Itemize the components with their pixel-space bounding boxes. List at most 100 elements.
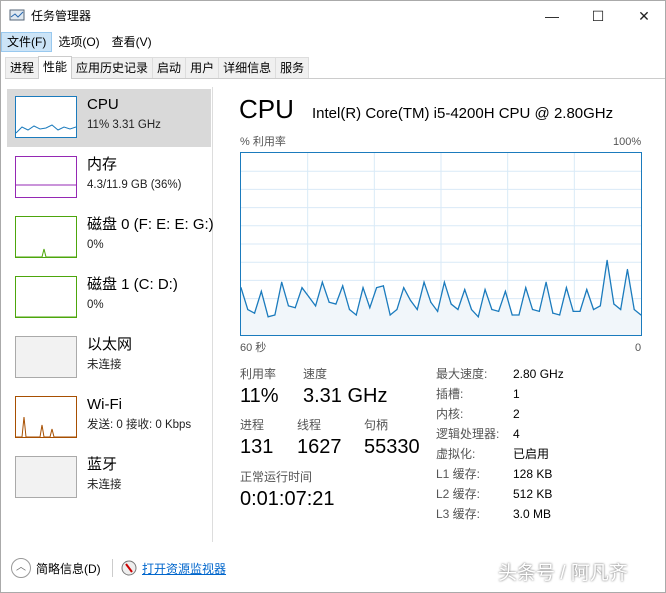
- data-point: [606, 259, 608, 261]
- menu-file[interactable]: 文件(F): [1, 32, 53, 52]
- fewer-details-button[interactable]: 简略信息(D): [36, 562, 101, 576]
- sidebar-item[interactable]: 磁盘 0 (F: E: E: G:) 0%: [7, 209, 214, 267]
- data-point: [369, 307, 371, 309]
- handles-value: 55330: [364, 436, 420, 458]
- thumbnail-graph: [15, 396, 77, 438]
- spec-value: 512 KB: [513, 487, 553, 501]
- sidebar-item[interactable]: 内存 4.3/11.9 GB (36%): [7, 149, 211, 207]
- spec-label: L2 缓存:: [436, 487, 481, 501]
- thumbnail-graph: [15, 336, 77, 378]
- chevron-up-icon[interactable]: ︿: [11, 558, 31, 578]
- sidebar-item-name: Wi-Fi: [87, 396, 122, 413]
- data-point: [308, 296, 310, 298]
- tab-details[interactable]: 详细信息: [218, 57, 277, 78]
- sidebar-item[interactable]: 蓝牙 未连接: [7, 449, 211, 507]
- spec-label: 最大速度:: [436, 367, 488, 381]
- maximize-button[interactable]: ☐: [591, 8, 605, 24]
- threads-value: 1627: [297, 436, 342, 458]
- task-manager-icon: [9, 9, 25, 21]
- spec-value: 1: [513, 387, 520, 401]
- data-point: [552, 312, 554, 314]
- watermark: 头条号 / 阿凡齐: [498, 563, 628, 584]
- data-point: [457, 308, 459, 311]
- resource-sidebar: CPU 11% 3.31 GHz 内存 4.3/11.9 GB (36%) 磁盘…: [5, 87, 214, 542]
- tab-services[interactable]: 服务: [275, 57, 310, 78]
- tab-performance[interactable]: 性能: [38, 56, 73, 79]
- sidebar-item[interactable]: 以太网 未连接: [7, 329, 211, 387]
- window-title: 任务管理器: [31, 9, 92, 23]
- sidebar-item-name: 磁盘 0 (F: E: E: G:): [87, 216, 214, 233]
- data-point: [267, 316, 269, 318]
- menu-bar: 文件(F) 选项(O) 查看(V): [1, 32, 158, 52]
- data-point: [321, 281, 323, 283]
- util-label: 利用率: [240, 367, 277, 381]
- thumbnail-graph: [15, 216, 77, 258]
- sidebar-item-name: 内存: [87, 156, 118, 173]
- tab-processes[interactable]: 进程: [5, 57, 40, 78]
- sidebar-item-name: 以太网: [87, 336, 133, 353]
- menu-view[interactable]: 查看(V): [111, 35, 152, 49]
- utilization-line: [240, 260, 642, 319]
- cpu-utilization-graph: [240, 152, 642, 336]
- data-point: [342, 285, 344, 287]
- data-point: [389, 314, 391, 316]
- close-button[interactable]: ✕: [638, 8, 650, 24]
- data-point: [464, 288, 466, 291]
- data-point: [430, 301, 432, 303]
- spec-label: 逻辑处理器:: [436, 427, 500, 441]
- data-point: [443, 281, 445, 283]
- tab-users[interactable]: 用户: [185, 57, 220, 78]
- data-point: [620, 308, 622, 311]
- spec-value: 2.80 GHz: [513, 367, 564, 381]
- data-point: [437, 310, 439, 312]
- data-point: [281, 281, 283, 283]
- spec-label: L3 缓存:: [436, 507, 481, 521]
- util-value: 11%: [240, 385, 279, 407]
- data-point: [531, 308, 534, 311]
- time-end-label: 0: [635, 342, 642, 354]
- sidebar-item[interactable]: 磁盘 1 (C: D:) 0%: [7, 269, 211, 327]
- data-point: [396, 308, 398, 311]
- data-point: [504, 290, 507, 292]
- data-point: [274, 314, 276, 316]
- data-point: [348, 308, 351, 311]
- sidebar-item-detail: 未连接: [87, 479, 122, 491]
- cpu-model: Intel(R) Core(TM) i5-4200H CPU @ 2.80GHz: [312, 105, 614, 122]
- max-axis-label: 100%: [613, 136, 642, 148]
- footer-divider: [112, 559, 113, 577]
- data-point: [301, 287, 303, 289]
- spec-label: 虚拟化:: [436, 447, 476, 461]
- tab-app-history[interactable]: 应用历史记录: [71, 57, 154, 78]
- data-point: [375, 287, 378, 289]
- data-point: [314, 305, 317, 307]
- thumbnail-graph: [15, 96, 77, 138]
- sidebar-item[interactable]: CPU 11% 3.31 GHz: [7, 89, 211, 147]
- title-bar: 任务管理器 — ☐ ✕: [1, 1, 666, 31]
- minimize-button[interactable]: —: [545, 8, 559, 24]
- speed-value: 3.31 GHz: [303, 385, 388, 407]
- data-point: [450, 303, 452, 305]
- sidebar-item-detail: 11% 3.31 GHz: [87, 119, 161, 131]
- sidebar-item-name: 磁盘 1 (C: D:): [87, 276, 178, 293]
- sidebar-item[interactable]: Wi-Fi 发送: 0 接收: 0 Kbps: [7, 389, 211, 447]
- data-point: [491, 308, 493, 311]
- spec-value: 3.0 MB: [513, 507, 552, 521]
- data-point: [613, 303, 615, 305]
- uptime-label: 正常运行时间: [240, 470, 313, 484]
- data-point: [633, 308, 635, 311]
- data-point: [247, 308, 249, 311]
- data-point: [335, 303, 337, 305]
- tab-startup[interactable]: 启动: [152, 57, 187, 78]
- data-point: [253, 312, 256, 314]
- data-point: [260, 290, 262, 292]
- data-point: [477, 316, 479, 318]
- open-resource-monitor-link[interactable]: 打开资源监视器: [142, 562, 227, 576]
- sidebar-item-name: CPU: [87, 96, 119, 113]
- sidebar-item-detail: 0%: [87, 299, 104, 311]
- sidebar-item-detail: 未连接: [87, 359, 122, 371]
- data-point: [403, 287, 405, 289]
- data-point: [511, 314, 513, 316]
- menu-options[interactable]: 选项(O): [58, 35, 100, 49]
- data-point: [470, 308, 473, 311]
- data-point: [525, 287, 527, 289]
